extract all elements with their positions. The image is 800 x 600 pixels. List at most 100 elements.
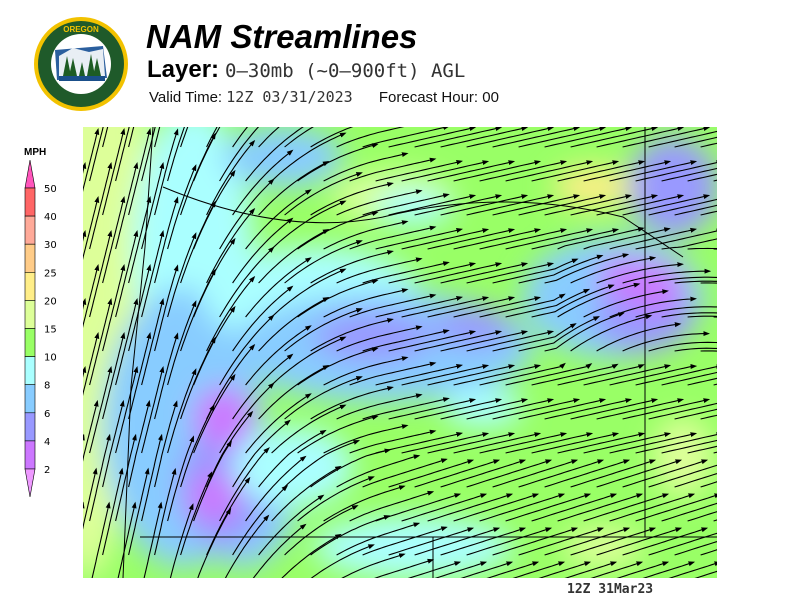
- streamline: [336, 522, 421, 556]
- wind-speed-area: [313, 312, 433, 362]
- streamline: [336, 127, 405, 148]
- streamline: [661, 371, 717, 386]
- streamline: [271, 404, 347, 454]
- streamline: [609, 160, 698, 182]
- streamline: [310, 515, 391, 556]
- streamline: [486, 561, 540, 578]
- streamline: [362, 397, 450, 420]
- streamline: [622, 398, 711, 420]
- streamline: [453, 160, 542, 182]
- streamline: [414, 194, 503, 216]
- legend-bin: [24, 412, 36, 442]
- streamline: [492, 459, 579, 488]
- streamline: [232, 149, 294, 216]
- streamline: [466, 459, 553, 488]
- streamline: [674, 280, 717, 284]
- streamline: [440, 127, 529, 148]
- streamline: [128, 399, 151, 488]
- streamline: [479, 493, 566, 522]
- legend-tick-label: 10: [44, 353, 57, 364]
- wind-speed-area: [193, 387, 253, 447]
- streamline: [570, 194, 659, 216]
- streamline: [700, 481, 717, 488]
- streamline: [674, 136, 717, 148]
- streamline: [505, 160, 594, 182]
- streamline: [479, 293, 566, 318]
- layer-label: Layer:: [147, 56, 220, 83]
- streamline: [141, 298, 165, 386]
- streamline: [544, 459, 631, 488]
- legend-tick-label: 4: [44, 437, 50, 448]
- streamline: [89, 298, 113, 386]
- streamline: [271, 465, 342, 522]
- streamline: [570, 398, 659, 420]
- streamline: [661, 167, 717, 182]
- streamline: [167, 127, 185, 182]
- streamline: [401, 296, 490, 318]
- streamline: [258, 429, 327, 488]
- streamline: [570, 314, 653, 352]
- streamline: [622, 459, 709, 488]
- streamline: [466, 194, 555, 216]
- streamline: [466, 330, 555, 352]
- legend-tick-label: 40: [44, 212, 57, 223]
- streamline: [609, 227, 698, 250]
- streamline: [169, 503, 194, 578]
- streamline: [557, 282, 641, 318]
- streamline: [245, 127, 304, 182]
- streamline: [440, 459, 527, 488]
- streamline: [531, 228, 620, 250]
- streamline: [700, 282, 717, 284]
- streamline: [583, 227, 671, 250]
- streamline: [661, 238, 717, 250]
- streamline: [687, 247, 717, 250]
- streamline: [661, 439, 717, 454]
- streamline: [544, 194, 633, 216]
- svg-text:OREGON: OREGON: [63, 25, 99, 34]
- streamline: [616, 561, 670, 578]
- streamline: [674, 204, 717, 216]
- streamline: [180, 132, 216, 216]
- streamline: [271, 132, 347, 182]
- streamline: [388, 194, 477, 216]
- streamline: [642, 561, 696, 578]
- layer-info: Layer: 0–30mb (~0–900ft) AGL: [147, 56, 465, 84]
- streamline: [427, 228, 516, 250]
- streamline: [89, 433, 111, 522]
- streamline: [492, 194, 581, 216]
- streamline: [648, 130, 717, 148]
- streamline: [596, 398, 685, 420]
- streamline: [206, 476, 251, 556]
- streamline: [323, 356, 409, 386]
- streamline: [83, 399, 99, 462]
- streamline: [492, 398, 581, 420]
- streamline: [414, 459, 501, 488]
- streamline: [414, 527, 501, 556]
- streamline: [167, 300, 197, 386]
- streamline: [635, 363, 717, 386]
- streamline: [466, 127, 555, 148]
- streamline: [518, 398, 607, 420]
- streamline: [596, 459, 683, 488]
- forecast-hour-value: 00: [482, 89, 499, 106]
- streamline: [687, 511, 717, 522]
- streamline: [258, 296, 330, 352]
- streamline: [622, 194, 711, 216]
- legend-tick-label: 30: [44, 240, 57, 251]
- streamline: [180, 268, 216, 352]
- streamline: [180, 127, 189, 148]
- streamline: [206, 343, 256, 420]
- streamline: [557, 493, 644, 522]
- streamline: [284, 127, 314, 148]
- valid-time-label: Valid Time:: [149, 89, 223, 106]
- streamline: [596, 527, 683, 556]
- state-borders: [122, 127, 717, 578]
- streamline: [388, 330, 477, 352]
- streamline: [414, 127, 503, 148]
- streamline: [375, 364, 464, 386]
- streamline: [245, 393, 312, 454]
- streamline: [362, 458, 448, 488]
- streamline: [154, 127, 161, 148]
- streamline: [102, 399, 125, 488]
- wind-speed-area: [598, 257, 648, 297]
